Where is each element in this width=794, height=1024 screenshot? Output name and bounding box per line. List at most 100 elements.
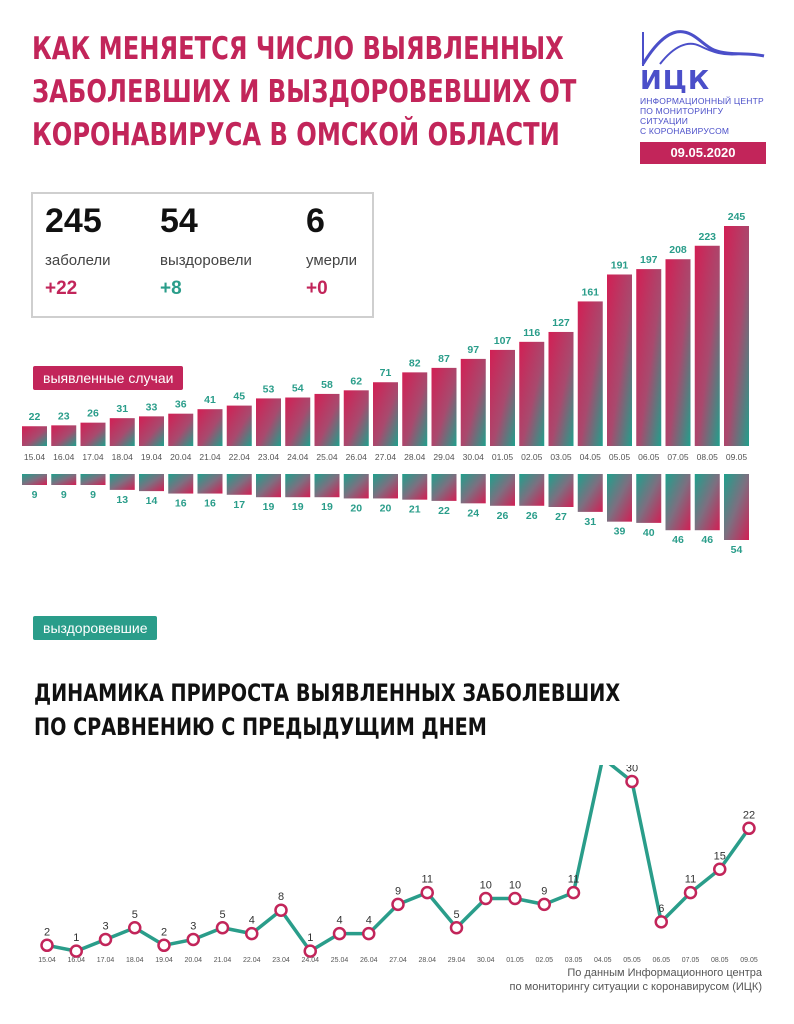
recovered-bar-20.04 — [168, 474, 194, 494]
cases-bar-08.05 — [694, 245, 720, 446]
growth-value-label: 10 — [509, 880, 521, 892]
cases-bar-26.04 — [343, 390, 369, 446]
cases-date-label: 03.05 — [550, 452, 572, 462]
recovered-bar-15.04 — [22, 474, 47, 485]
cases-date-label: 25.04 — [316, 452, 338, 462]
logo-block: ИЦК ИНФОРМАЦИОННЫЙ ЦЕНТР ПО МОНИТОРИНГУ … — [640, 26, 766, 164]
date-badge: 09.05.2020 — [640, 142, 766, 164]
cases-value-label: 223 — [698, 231, 716, 243]
growth-value-label: 4 — [336, 915, 342, 927]
source-line-1: По данным Информационного центра — [567, 967, 762, 979]
recovered-bar-08.05 — [694, 474, 720, 531]
recovered-bar-24.04 — [285, 474, 311, 498]
growth-date-label: 25.04 — [331, 957, 349, 964]
cases-bar-16.04 — [51, 425, 77, 446]
growth-value-label: 3 — [190, 920, 196, 932]
cases-date-label: 20.04 — [170, 452, 192, 462]
cases-value-label: 58 — [321, 379, 333, 391]
growth-point-24.04 — [303, 944, 317, 958]
cases-bar-27.04 — [373, 382, 398, 446]
main-title-line-2: ЗАБОЛЕВШИХ И ВЫЗДОРОВЕВШИХ ОТ — [32, 74, 577, 110]
recovered-value-label: 20 — [380, 502, 392, 514]
stat-cases-value: 245 — [45, 202, 102, 240]
cases-bar-17.04 — [80, 422, 106, 446]
growth-line — [46, 765, 751, 953]
recovered-bars: 9 9 9 13 14 16 16 17 19 19 19 20 20 21 22 24 26 26 27 31 39 4… — [22, 474, 749, 556]
stat-deaths-label: умерли — [306, 252, 357, 269]
growth-date-label: 30.04 — [477, 957, 495, 964]
growth-point-05.05 — [625, 774, 639, 789]
stat-deaths-delta: +0 — [306, 278, 328, 299]
growth-value-label: 22 — [743, 809, 755, 821]
recovered-value-label: 46 — [701, 534, 713, 546]
growth-date-label: 24.04 — [301, 957, 319, 964]
growth-date-label: 19.04 — [155, 957, 173, 964]
recovered-tag: выздоровевшие — [33, 616, 158, 640]
growth-point-15.04 — [40, 938, 54, 953]
growth-point-02.05 — [537, 897, 551, 912]
cases-bar-04.05 — [577, 301, 603, 446]
cases-bar-22.04 — [226, 405, 252, 446]
growth-date-label: 09.05 — [740, 957, 758, 964]
growth-date-label: 16.04 — [67, 957, 85, 964]
growth-point-07.05 — [683, 885, 698, 900]
cases-date-label: 05.05 — [609, 452, 631, 462]
growth-point-19.04 — [157, 938, 171, 953]
growth-date-label: 29.04 — [448, 957, 466, 964]
cases-date-label: 06.05 — [638, 452, 660, 462]
growth-point-08.05 — [713, 862, 727, 876]
logo-subtitle-3: С КОРОНАВИРУСОМ — [640, 126, 730, 136]
recovered-value-label: 9 — [61, 489, 67, 501]
recovered-bar-22.04 — [226, 474, 252, 495]
growth-value-label: 11 — [422, 874, 433, 886]
cases-value-label: 107 — [494, 335, 512, 347]
growth-point-01.05 — [508, 891, 522, 906]
cases-date-label: 04.05 — [580, 452, 602, 462]
growth-value-label: 4 — [366, 915, 372, 927]
main-title: КАК МЕНЯЕТСЯ ЧИСЛО ВЫЯВЛЕННЫХ ЗАБОЛЕВШИХ… — [32, 28, 577, 157]
cases-bar-19.04 — [139, 416, 164, 446]
growth-value-label: 2 — [161, 926, 167, 938]
cases-date-label: 01.05 — [492, 452, 514, 462]
cases-value-label: 31 — [116, 403, 128, 415]
recovered-value-label: 9 — [90, 489, 96, 501]
recovered-bar-23.04 — [256, 474, 281, 498]
source-note: По данным Информационного центра по мони… — [510, 966, 762, 994]
recovered-value-label: 9 — [32, 489, 38, 501]
recovered-bar-27.04 — [373, 474, 398, 499]
growth-value-label: 8 — [278, 891, 284, 903]
source-line-2: по мониторингу ситуации с коронавирусом … — [509, 981, 762, 993]
logo-subtitle-2: ПО МОНИТОРИНГУ СИТУАЦИИ — [640, 106, 724, 126]
recovered-value-label: 24 — [467, 507, 479, 519]
growth-value-label: 5 — [219, 909, 225, 921]
recovered-bar-21.04 — [197, 474, 223, 494]
recovered-value-label: 46 — [672, 534, 684, 546]
cases-date-label: 02.05 — [521, 452, 543, 462]
recovered-bar-16.04 — [51, 474, 77, 485]
growth-point-27.04 — [391, 897, 405, 912]
stat-recovered-label: выздоровели — [160, 252, 252, 269]
cases-bar-05.05 — [607, 274, 632, 446]
recovered-bar-06.05 — [636, 474, 662, 523]
growth-date-label: 26.04 — [360, 957, 378, 964]
recovered-bar-03.05 — [548, 474, 574, 507]
cases-bar-02.05 — [519, 341, 545, 446]
cases-value-label: 41 — [204, 394, 216, 406]
growth-date-label: 06.05 — [652, 957, 670, 964]
cases-bar-21.04 — [197, 409, 223, 446]
cases-date-label: 27.04 — [375, 452, 397, 462]
mountain-logo-icon — [641, 30, 765, 66]
growth-date-label: 04.05 — [594, 957, 612, 964]
recovered-value-label: 21 — [409, 504, 421, 516]
main-title-line-3: КОРОНАВИРУСА В ОМСКОЙ ОБЛАСТИ — [32, 117, 560, 153]
growth-date-label: 23.04 — [272, 957, 290, 964]
cases-bar-29.04 — [431, 367, 457, 446]
growth-value-label: 11 — [568, 874, 579, 886]
growth-point-20.04 — [186, 932, 200, 947]
cases-bar-01.05 — [490, 349, 515, 446]
cases-tag: выявленные случаи — [33, 366, 184, 390]
cases-date-label: 19.04 — [141, 452, 163, 462]
recovered-value-label: 19 — [292, 501, 304, 513]
recovered-value-label: 19 — [263, 501, 275, 513]
cases-bar-09.05 — [724, 226, 749, 446]
